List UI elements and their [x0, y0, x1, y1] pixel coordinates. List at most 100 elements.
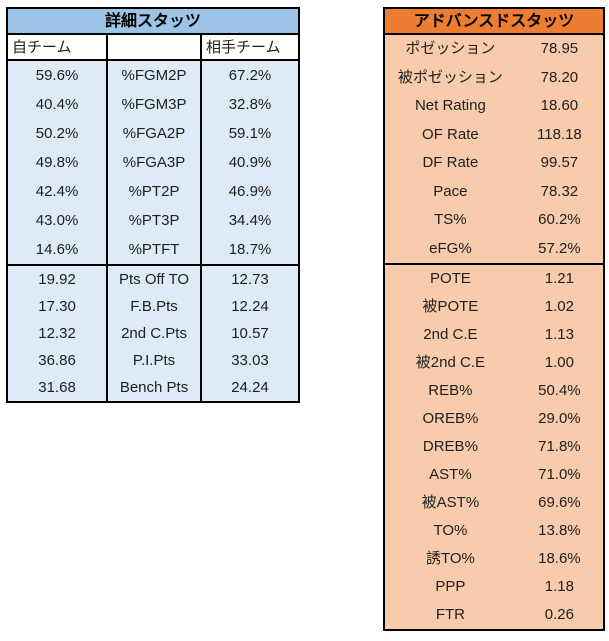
stat-label: OREB%	[422, 410, 479, 427]
stat-value: 60.2%	[538, 211, 581, 228]
own-team-value: 50.2%	[8, 119, 109, 148]
opponent-team-column-header: 相手チーム	[206, 39, 281, 56]
stat-label: AST%	[429, 466, 472, 483]
table-row: 31.68 Bench Pts 24.24	[8, 374, 298, 401]
stat-label: REB%	[428, 382, 473, 399]
stat-label: 2nd C.Pts	[108, 320, 202, 347]
opponent-team-value: 24.24	[231, 379, 269, 396]
stat-value: 69.6%	[538, 494, 581, 511]
stat-label: %FGM2P	[108, 61, 202, 90]
table-row: TO% 13.8%	[385, 517, 603, 545]
stat-label: %FGA3P	[108, 148, 202, 177]
table-row: TS% 60.2%	[385, 206, 603, 235]
opponent-team-value: 46.9%	[228, 183, 272, 200]
stat-value: 78.32	[540, 182, 579, 200]
stat-label: OF Rate	[422, 125, 479, 143]
table-row: OREB% 29.0%	[385, 405, 603, 433]
table-section: POTE 1.21 被POTE 1.02 2nd C.E 1.13 被2nd C.E 1.00…	[385, 263, 603, 629]
table-row: OF Rate 118.18	[385, 120, 603, 149]
own-team-value: 17.30	[8, 293, 109, 320]
opponent-team-value: 40.9%	[228, 154, 272, 171]
stat-value: 118.18	[537, 125, 582, 143]
stat-label: %PT3P	[108, 206, 202, 235]
stat-label: FTR	[435, 606, 465, 623]
table-row: 14.6% %PTFT 18.7%	[8, 235, 298, 264]
stat-label: PPP	[435, 578, 466, 595]
table-row: FTR 0.26	[385, 601, 603, 629]
table-row: 50.2% %FGA2P 59.1%	[8, 119, 298, 148]
stat-label: Pts Off TO	[108, 266, 202, 293]
stat-label: 被POTE	[422, 298, 479, 315]
stat-value: 71.0%	[538, 466, 581, 483]
detailed-stats-title: 詳細スタッツ	[8, 9, 298, 35]
stat-label: %FGA2P	[108, 119, 202, 148]
stat-value: 57.2%	[538, 239, 581, 257]
advanced-stats-title: アドバンスドスタッツ	[385, 9, 603, 35]
own-team-value: 43.0%	[8, 206, 109, 235]
stat-label: 2nd C.E	[423, 326, 478, 343]
table-row: ポゼッション 78.95	[385, 35, 603, 64]
table-row: 19.92 Pts Off TO 12.73	[8, 266, 298, 293]
stat-label: DREB%	[422, 438, 478, 455]
opponent-team-value: 10.57	[231, 325, 269, 342]
stat-label: Bench Pts	[108, 374, 202, 401]
stat-value: 29.0%	[538, 410, 581, 427]
stat-value: 13.8%	[538, 522, 581, 539]
own-team-value: 42.4%	[8, 177, 109, 206]
stat-value: 1.13	[544, 326, 574, 343]
stat-label: F.B.Pts	[108, 293, 202, 320]
stat-label: 被ポゼッション	[397, 68, 503, 86]
stat-name-column-header	[108, 35, 202, 59]
detailed-stats-table: 詳細スタッツ 自チーム 相手チーム 59.6% %FGM2P 67.2% 40.4%%…	[6, 7, 300, 403]
table-row: AST% 71.0%	[385, 461, 603, 489]
stat-value: 99.57	[540, 154, 579, 171]
stat-value: 50.4%	[538, 382, 581, 399]
own-team-value: 12.32	[8, 320, 109, 347]
own-team-value: 19.92	[8, 266, 109, 293]
stat-value: 78.95	[540, 40, 579, 57]
opponent-team-value: 33.03	[231, 352, 269, 369]
table-row: 17.30 F.B.Pts 12.24	[8, 293, 298, 320]
own-team-value: 14.6%	[8, 235, 109, 264]
stat-label: 被2nd C.E	[415, 354, 485, 371]
table-row: 42.4% %PT2P 46.9%	[8, 177, 298, 206]
table-row: 59.6% %FGM2P 67.2%	[8, 61, 298, 90]
opponent-team-value: 32.8%	[228, 96, 272, 113]
stat-value: 1.21	[544, 270, 574, 287]
stat-label: ポゼッション	[405, 40, 496, 57]
table-row: 被POTE 1.02	[385, 293, 603, 321]
table-row: DF Rate 99.57	[385, 149, 603, 178]
table-row: 被AST% 69.6%	[385, 489, 603, 517]
stat-value: 1.02	[544, 298, 574, 315]
stat-label: Net Rating	[414, 97, 486, 114]
advanced-stats-table: アドバンスドスタッツ ポゼッション 78.95 被ポゼッション 78.20 Net Ra…	[383, 7, 605, 631]
column-header-row: 自チーム 相手チーム	[8, 35, 298, 61]
table-row: 36.86 P.I.Pts 33.03	[8, 347, 298, 374]
stat-value: 18.60	[540, 97, 579, 114]
own-team-value: 49.8%	[8, 148, 109, 177]
opponent-team-value: 34.4%	[228, 212, 272, 229]
table-row: Pace 78.32	[385, 177, 603, 206]
stat-label: P.I.Pts	[108, 347, 202, 374]
table-row: 49.8% %FGA3P 40.9%	[8, 148, 298, 177]
table-section: 59.6% %FGM2P 67.2% 40.4% %FGM3P 32.8% 50.2% %FG…	[8, 61, 298, 264]
table-row: 被2nd C.E 1.00	[385, 349, 603, 377]
stat-value: 1.18	[544, 578, 574, 595]
stat-value: 71.8%	[538, 438, 581, 455]
table-row: REB% 50.4%	[385, 377, 603, 405]
stat-value: 78.20	[540, 68, 579, 86]
opponent-team-value: 18.7%	[228, 241, 272, 258]
stat-value: 0.26	[544, 606, 574, 623]
stat-label: 被AST%	[421, 494, 480, 511]
table-row: 43.0% %PT3P 34.4%	[8, 206, 298, 235]
stat-label: DF Rate	[422, 154, 479, 171]
stat-value: 18.6%	[538, 550, 581, 567]
stat-label: Pace	[433, 182, 468, 200]
opponent-team-value: 59.1%	[228, 125, 272, 142]
table-row: 2nd C.E 1.13	[385, 321, 603, 349]
opponent-team-value: 12.73	[231, 271, 269, 288]
own-team-value: 40.4%	[8, 90, 109, 119]
stat-label: %PTFT	[108, 235, 202, 264]
stat-label: TO%	[433, 522, 468, 539]
table-row: PPP 1.18	[385, 573, 603, 601]
